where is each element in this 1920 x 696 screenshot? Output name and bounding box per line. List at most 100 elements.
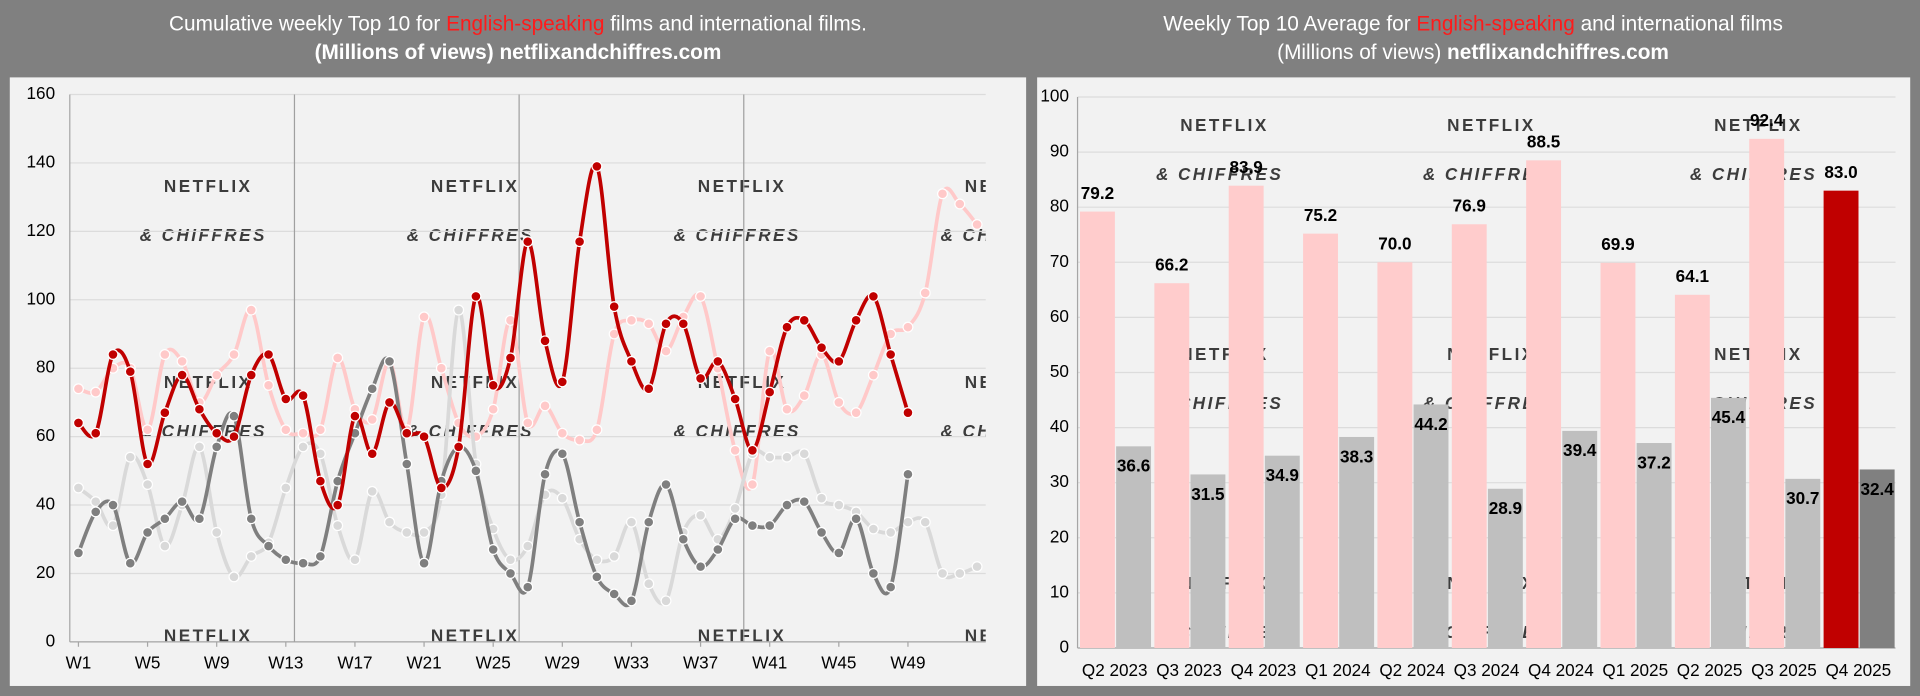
y-tick-label: 90 bbox=[1050, 141, 1069, 161]
data-point bbox=[764, 345, 776, 357]
data-point bbox=[366, 383, 378, 395]
data-point bbox=[902, 468, 914, 480]
data-point bbox=[539, 335, 551, 347]
data-point bbox=[72, 482, 84, 494]
data-point bbox=[556, 448, 568, 460]
data-point bbox=[124, 451, 136, 463]
data-point bbox=[660, 595, 672, 607]
title-part: English-speaking bbox=[446, 12, 604, 35]
data-point bbox=[798, 314, 810, 326]
value-label: 75.2 bbox=[1304, 205, 1337, 225]
data-point bbox=[695, 509, 707, 521]
data-point bbox=[902, 321, 914, 333]
data-point bbox=[504, 567, 516, 579]
data-point bbox=[522, 540, 534, 552]
y-tick-label: 40 bbox=[1050, 416, 1069, 436]
title-part: films and international films. bbox=[604, 12, 866, 35]
y-tick-label: 60 bbox=[1050, 306, 1069, 326]
watermark-text: NETFLIX bbox=[1714, 115, 1803, 135]
data-point bbox=[470, 290, 482, 302]
value-label: 36.6 bbox=[1117, 456, 1150, 476]
x-tick-label: W49 bbox=[890, 652, 925, 672]
bar bbox=[1190, 474, 1226, 648]
y-tick-label: 80 bbox=[36, 357, 55, 377]
data-point bbox=[159, 407, 171, 419]
data-point bbox=[211, 369, 223, 381]
x-tick-label: W45 bbox=[821, 652, 856, 672]
data-point bbox=[729, 513, 741, 525]
data-point bbox=[885, 526, 897, 538]
watermark-text: NETFLIX bbox=[965, 626, 1054, 646]
data-point bbox=[280, 482, 292, 494]
value-label: 28.9 bbox=[1489, 498, 1522, 518]
value-label: 76.9 bbox=[1453, 196, 1486, 216]
data-point bbox=[297, 557, 309, 569]
data-point bbox=[971, 561, 983, 573]
data-point bbox=[176, 496, 188, 508]
data-point bbox=[781, 451, 793, 463]
watermark-text: & CHIFFRES bbox=[674, 225, 801, 245]
chart-subtitle: (Millions of views) netflixandchiffres.c… bbox=[1277, 40, 1669, 63]
y-tick-label: 20 bbox=[1050, 526, 1069, 546]
y-tick-label: 100 bbox=[27, 288, 56, 308]
data-point bbox=[643, 383, 655, 395]
data-point bbox=[660, 345, 672, 357]
watermark-text: & CHIFFRES bbox=[674, 421, 801, 441]
data-point bbox=[729, 502, 741, 514]
x-tick-label: Q1 2025 bbox=[1602, 660, 1668, 680]
data-point bbox=[107, 499, 119, 511]
bar bbox=[1823, 190, 1859, 648]
data-point bbox=[608, 301, 620, 313]
data-point bbox=[677, 533, 689, 545]
bar bbox=[1526, 160, 1562, 649]
value-label: 83.0 bbox=[1824, 162, 1857, 182]
data-point bbox=[695, 372, 707, 384]
data-point bbox=[504, 554, 516, 566]
data-point bbox=[280, 554, 292, 566]
bar bbox=[1264, 455, 1300, 648]
data-point bbox=[677, 318, 689, 330]
data-point bbox=[798, 448, 810, 460]
data-point bbox=[816, 492, 828, 504]
data-point bbox=[90, 506, 102, 518]
subtitle-part: (Millions of views) bbox=[315, 40, 500, 63]
value-label: 64.1 bbox=[1676, 266, 1710, 286]
chart-subtitle: (Millions of views) netflixandchiffres.c… bbox=[315, 40, 722, 63]
data-point bbox=[885, 349, 897, 361]
x-tick-label: W33 bbox=[614, 652, 649, 672]
data-point bbox=[383, 355, 396, 367]
data-point bbox=[487, 403, 499, 415]
data-point bbox=[366, 448, 378, 460]
data-point bbox=[781, 403, 793, 415]
data-point bbox=[142, 458, 154, 470]
watermark-text: NETFLIX bbox=[164, 176, 253, 196]
y-tick-label: 30 bbox=[1050, 471, 1069, 491]
bar bbox=[1080, 211, 1115, 648]
bar bbox=[1487, 488, 1523, 648]
watermark-text: & CHIFFRES bbox=[1423, 164, 1550, 184]
value-label: 69.9 bbox=[1601, 234, 1634, 254]
data-point bbox=[522, 417, 534, 429]
bar bbox=[1562, 430, 1598, 648]
data-point bbox=[695, 561, 707, 573]
data-point bbox=[816, 342, 828, 354]
data-point bbox=[90, 427, 102, 439]
data-point bbox=[522, 581, 534, 593]
data-point bbox=[556, 492, 568, 504]
y-tick-label: 40 bbox=[36, 494, 55, 514]
data-point bbox=[487, 544, 499, 556]
data-point bbox=[522, 236, 534, 248]
data-point bbox=[764, 451, 776, 463]
bar bbox=[1749, 138, 1785, 649]
bar bbox=[1600, 262, 1636, 648]
x-tick-label: W25 bbox=[476, 652, 511, 672]
data-point bbox=[418, 311, 430, 323]
x-tick-label: Q3 2025 bbox=[1751, 660, 1817, 680]
data-point bbox=[695, 290, 707, 302]
value-label: 37.2 bbox=[1637, 452, 1670, 472]
bar bbox=[1711, 397, 1746, 648]
watermark-text: NETFLIX bbox=[431, 626, 520, 646]
data-point bbox=[746, 479, 758, 491]
value-label: 31.5 bbox=[1191, 484, 1225, 504]
